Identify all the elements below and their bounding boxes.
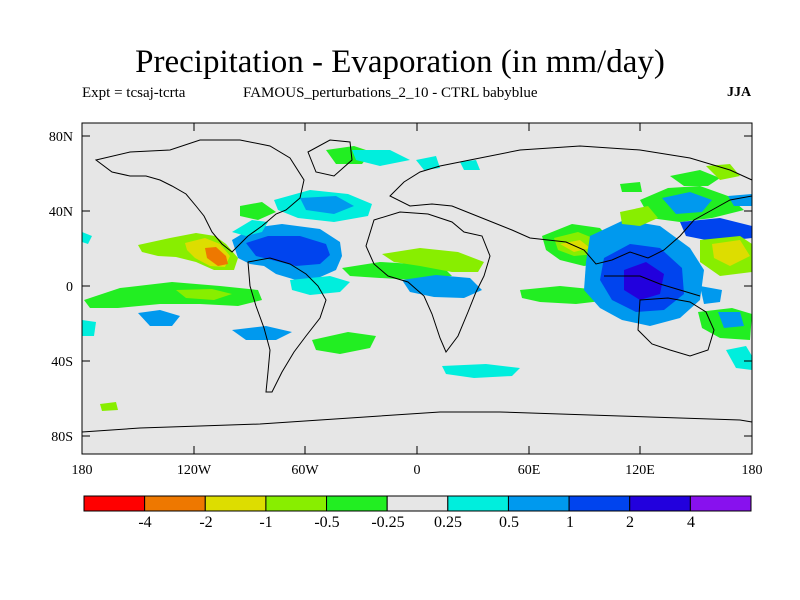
colorbar-label: -1	[259, 514, 272, 531]
anomaly-contour	[726, 346, 752, 370]
colorbar-label: 1	[566, 514, 574, 531]
antarctica-coast	[81, 411, 753, 433]
anomaly-contour	[82, 320, 96, 336]
lon-tick-label: 0	[414, 463, 421, 478]
lon-tick-label: 180	[72, 463, 93, 478]
lat-tick-label: 40S	[51, 355, 73, 370]
coastlines	[81, 139, 753, 433]
anomaly-contour	[240, 202, 276, 220]
anomaly-contour	[205, 247, 228, 266]
tick-marks	[81, 123, 753, 454]
lon-tick-label: 120E	[625, 463, 655, 478]
eurasia-coast	[389, 145, 753, 265]
colorbar-swatch	[568, 495, 631, 512]
colorbar-swatch	[83, 495, 146, 512]
north-america-coast	[94, 139, 305, 253]
colorbar-labels: -4 -2 -1 -0.5 -0.25 0.25 0.5 1 2 4	[138, 514, 695, 531]
anomaly-contour	[312, 332, 376, 354]
lat-tick-label: 40N	[49, 205, 73, 220]
anomaly-contour	[460, 160, 480, 170]
colorbar-label: -0.25	[371, 514, 404, 531]
africa-coast	[365, 211, 491, 353]
anomaly-contour	[290, 276, 350, 295]
season-label: JJA	[727, 85, 752, 100]
anomaly-contour	[416, 156, 440, 170]
anomaly-contour	[624, 262, 664, 300]
latitude-labels: 80N 40N 0 40S 80S	[49, 130, 73, 445]
lon-tick-label: 120W	[177, 463, 212, 478]
anomaly-contour	[620, 182, 642, 192]
lat-tick-label: 80N	[49, 130, 73, 145]
greenland-coast	[307, 139, 353, 177]
colorbar-label: 0.5	[499, 514, 519, 531]
colorbar-swatch	[144, 495, 206, 512]
colorbar-label: -0.5	[314, 514, 339, 531]
anomaly-contour	[232, 220, 268, 236]
colorbar-label: -4	[138, 514, 151, 531]
anomaly-contour	[232, 326, 292, 340]
colorbar-swatch	[386, 495, 449, 512]
anomaly-contour	[176, 289, 232, 300]
maritime-continent-coast	[604, 275, 701, 297]
colorbar-swatch	[507, 495, 570, 512]
lon-tick-label: 180	[742, 463, 763, 478]
colorbar-label: 0.25	[434, 514, 462, 531]
anomaly-contour	[84, 282, 262, 308]
colorbar-swatch	[326, 495, 388, 512]
anomaly-contour	[82, 232, 92, 244]
colorbar-swatch	[689, 495, 752, 512]
colorbar-label: -2	[199, 514, 212, 531]
lon-tick-label: 60E	[518, 463, 541, 478]
anomaly-contour	[670, 170, 720, 186]
anomaly-contour	[680, 218, 752, 242]
south-america-coast	[247, 257, 327, 393]
anomaly-contour	[382, 248, 484, 272]
anomaly-contour	[620, 206, 658, 226]
colorbar-label: 4	[687, 514, 695, 531]
colorbar-label: 2	[626, 514, 634, 531]
colorbar-swatch	[265, 495, 328, 512]
anomaly-contour	[662, 192, 712, 214]
comparison-label: FAMOUS_perturbations_2_10 - CTRL babyblu…	[243, 85, 538, 101]
anomaly-contour	[700, 286, 722, 304]
anomaly-contour	[100, 402, 118, 411]
colorbar	[83, 495, 752, 512]
plot-title: Precipitation - Evaporation (in mm/day)	[135, 44, 665, 80]
anomaly-contour	[718, 312, 744, 328]
anomaly-contour	[138, 310, 180, 326]
lon-tick-label: 60W	[291, 463, 319, 478]
anomaly-contour	[300, 196, 354, 214]
colorbar-swatch	[447, 495, 509, 512]
anomaly-contour	[712, 240, 750, 266]
lat-tick-label: 0	[66, 280, 73, 295]
australia-coast	[637, 297, 715, 357]
anomaly-contour	[706, 164, 740, 180]
colorbar-swatch	[629, 495, 691, 512]
longitude-labels: 180 120W 60W 0 60E 120E 180	[72, 463, 763, 478]
anomaly-contour	[402, 275, 482, 298]
colorbar-swatch	[204, 495, 267, 512]
anomaly-contour	[442, 364, 520, 378]
anomaly-contour	[352, 150, 410, 166]
lat-tick-label: 80S	[51, 430, 73, 445]
experiment-label: Expt = tcsaj-tcrta	[82, 85, 186, 101]
